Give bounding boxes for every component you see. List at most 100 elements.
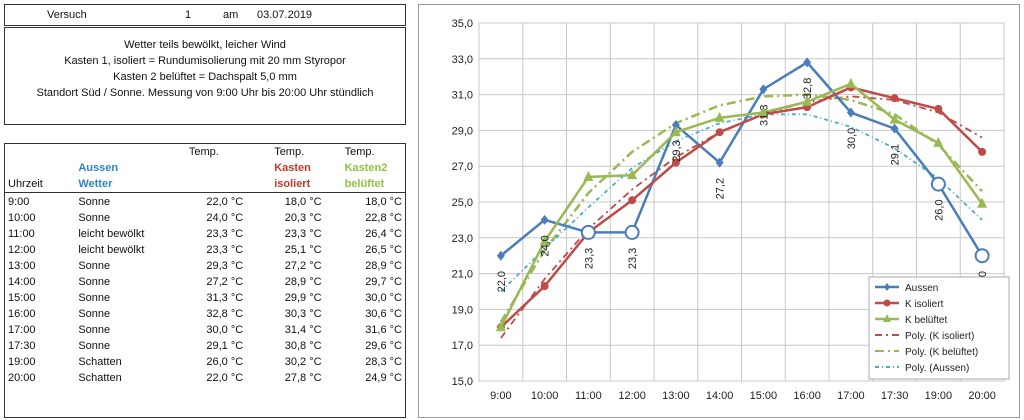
- y-tick-label: 21,0: [452, 269, 473, 281]
- marker-aussen: [890, 123, 899, 134]
- cell-time: 17:00: [8, 324, 36, 336]
- data-label: 30,0: [846, 128, 858, 149]
- x-tick-label: 10:00: [531, 390, 559, 402]
- cell-aussen: 22,0 °C: [206, 196, 244, 208]
- cell-belueftet: 28,3 °C: [365, 356, 402, 368]
- header-wetter: Wetter: [78, 178, 113, 190]
- cell-isoliert: 20,3 °C: [284, 212, 322, 224]
- marker-aussen: [496, 250, 505, 261]
- circled-point: [974, 248, 990, 264]
- experiment-date: 03.07.2019: [257, 9, 313, 21]
- marker-isoliert: [628, 196, 637, 205]
- marker-belueftet: [627, 169, 638, 180]
- cell-belueftet: 30,6 °C: [365, 308, 402, 320]
- cell-weather: leicht bewölkt: [78, 228, 145, 240]
- marker-belueftet: [495, 321, 506, 332]
- y-tick-label: 35,0: [452, 18, 473, 30]
- x-tick-label: 19:00: [925, 390, 953, 402]
- trendline: [500, 113, 983, 293]
- table-row: 20:00 Schatten 22,0 °C 27,8 °C 24,9 °C: [5, 370, 405, 386]
- marker-isoliert: [540, 282, 549, 291]
- circled-point: [580, 224, 596, 240]
- data-label: 26,0: [933, 199, 945, 220]
- y-tick-label: 33,0: [452, 54, 473, 66]
- cell-belueftet: 28,9 °C: [365, 260, 402, 272]
- table-row: 10:00 Sonne 24,0 °C 20,3 °C 22,8 °C: [5, 210, 405, 226]
- marker-belueftet: [802, 95, 813, 106]
- x-tick-label: 16:00: [793, 390, 821, 402]
- marker-belueftet: [670, 126, 681, 137]
- cell-belueftet: 29,6 °C: [365, 340, 402, 352]
- cell-isoliert: 30,3 °C: [284, 308, 322, 320]
- am-label: am: [223, 9, 239, 21]
- header-temp-belueftet: Temp.: [344, 146, 375, 158]
- header-kasten: Kasten: [274, 162, 311, 174]
- cell-weather: Sonne: [78, 340, 111, 352]
- cell-aussen: 29,1 °C: [206, 340, 244, 352]
- cell-time: 11:00: [8, 228, 35, 240]
- x-tick-label: 17:00: [837, 390, 865, 402]
- cell-weather: Schatten: [78, 356, 122, 368]
- x-tick-label: 15:00: [750, 390, 778, 402]
- cell-aussen: 32,8 °C: [206, 308, 244, 320]
- cell-belueftet: 26,4 °C: [365, 228, 402, 240]
- header-belueftet: belüftet: [344, 178, 385, 190]
- marker-isoliert: [715, 128, 724, 137]
- cell-belueftet: 31,6 °C: [365, 324, 402, 336]
- marker-belueftet: [889, 113, 900, 124]
- legend-label: K belüftet: [905, 315, 947, 326]
- marker-isoliert: [671, 158, 680, 167]
- cell-aussen: 23,3 °C: [206, 244, 244, 256]
- x-tick-label: 13:00: [662, 390, 690, 402]
- cell-weather: Sonne: [78, 308, 111, 320]
- data-label: 29,1: [890, 144, 902, 165]
- legend-label: Poly. (Aussen): [905, 363, 969, 374]
- cell-aussen: 23,3 °C: [206, 228, 244, 240]
- table-row: 17:30 Sonne 29,1 °C 30,8 °C 29,6 °C: [5, 338, 405, 354]
- data-label: 32,8: [802, 78, 814, 99]
- y-tick-label: 19,0: [452, 304, 473, 316]
- marker-belueftet: [933, 136, 944, 147]
- table-row: 11:00 leicht bewölkt 23,3 °C 23,3 °C 26,4 °C: [5, 226, 405, 242]
- versuch-number: 1: [185, 9, 192, 21]
- table-row: 15:00 Sonne 31,3 °C 29,9 °C 30,0 °C: [5, 290, 405, 306]
- marker-belueftet: [977, 197, 988, 208]
- cell-isoliert: 30,2 °C: [284, 356, 322, 368]
- marker-isoliert: [934, 104, 943, 113]
- legend-marker: [883, 314, 891, 322]
- cell-belueftet: 30,0 °C: [365, 292, 402, 304]
- cell-isoliert: 27,8 °C: [284, 372, 322, 384]
- description-line: Standort Süd / Sonne. Messung von 9:00 U…: [36, 87, 374, 99]
- series-line: [499, 82, 984, 328]
- legend-label: Poly. (K isoliert): [905, 331, 974, 342]
- header-isoliert: isoliert: [274, 178, 311, 190]
- legend-label: Aussen: [905, 283, 938, 294]
- table-row: 17:00 Sonne 30,0 °C 31,4 °C 31,6 °C: [5, 322, 405, 338]
- cell-weather: Sonne: [78, 292, 111, 304]
- y-tick-label: 25,0: [452, 197, 473, 209]
- y-tick-label: 31,0: [452, 90, 473, 102]
- cell-weather: Sonne: [78, 212, 111, 224]
- temperature-chart: 15,0 17,0 19,0 21,0 23,0 25,0 27,0 29,0 31,0 33,0…: [418, 4, 1020, 418]
- cell-weather: Sonne: [78, 276, 111, 288]
- cell-time: 15:00: [8, 292, 36, 304]
- cell-aussen: 24,0 °C: [206, 212, 244, 224]
- marker-belueftet: [539, 235, 550, 246]
- y-tick-label: 27,0: [452, 161, 473, 173]
- cell-aussen: 31,3 °C: [206, 292, 244, 304]
- cell-time: 16:00: [8, 308, 36, 320]
- cell-time: 14:00: [8, 276, 36, 288]
- x-tick-label: 14:00: [706, 390, 734, 402]
- marker-belueftet: [714, 111, 725, 122]
- cell-weather: Sonne: [78, 324, 111, 336]
- cell-weather: Sonne: [78, 196, 111, 208]
- x-tick-label: 9:00: [490, 390, 511, 402]
- marker-isoliert: [890, 94, 899, 103]
- header-uhrzeit: Uhrzeit: [8, 178, 43, 190]
- cell-time: 17:30: [8, 340, 36, 352]
- cell-aussen: 27,2 °C: [206, 276, 244, 288]
- y-tick-label: 23,0: [452, 233, 473, 245]
- experiment-header: Versuch 1 am 03.07.2019: [4, 4, 406, 26]
- cell-aussen: 30,0 °C: [206, 324, 244, 336]
- data-label: 31,3: [758, 105, 770, 126]
